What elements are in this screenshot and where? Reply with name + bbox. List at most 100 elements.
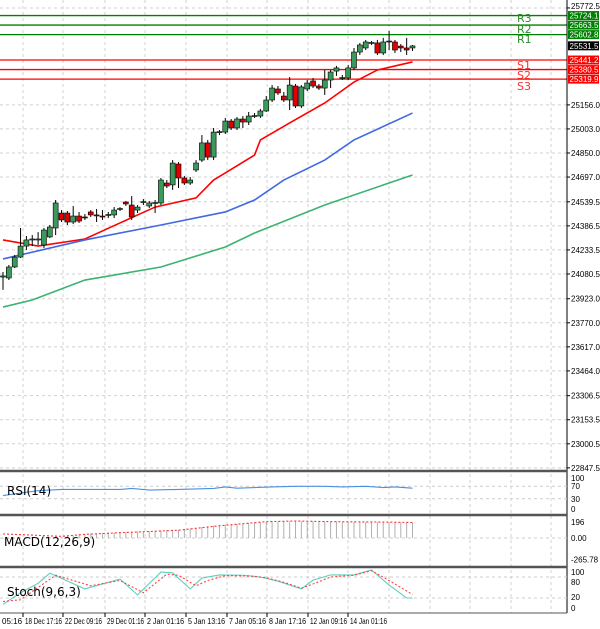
candle-up	[134, 206, 141, 211]
time-tick-label: 2 Jan 01:16	[147, 617, 184, 626]
candle-down	[64, 212, 71, 223]
candle-down	[87, 211, 94, 216]
time-tick-label: 29 Dec 01:16	[107, 617, 144, 626]
candle-up	[333, 67, 340, 72]
candle-up	[23, 239, 30, 247]
moving-average-line	[2, 61, 413, 247]
level-label-s3: S3	[517, 80, 531, 93]
candle-down	[204, 142, 211, 158]
candle-up	[257, 110, 264, 117]
stoch-tick-label: 80	[571, 578, 580, 587]
candle-down	[292, 85, 299, 107]
candle-up	[199, 142, 205, 161]
price-tick-label: 24233.5	[571, 246, 600, 255]
candle-down	[240, 118, 246, 123]
price-tick-label: 23770.0	[571, 319, 600, 328]
candle-up	[11, 256, 18, 268]
candle-down	[58, 212, 65, 221]
candle-down	[175, 163, 182, 179]
level-price-tag-text: 25602.8	[570, 31, 599, 40]
candle-up	[362, 41, 369, 49]
price-tick-label: 24539.5	[571, 198, 600, 207]
candle-up	[70, 215, 76, 223]
candle-down	[310, 80, 316, 87]
price-tick-label: 23464.0	[571, 367, 600, 376]
candle-up	[234, 118, 240, 129]
price-tick-label: 25156.0	[571, 101, 600, 110]
time-tick-label: 12 Jan 09:16	[310, 617, 347, 626]
price-tick-label: 23306.5	[571, 392, 600, 401]
stoch-label: Stoch(9,6,3)	[7, 585, 81, 599]
candle-up	[146, 202, 153, 207]
price-tick-label: 23923.0	[571, 295, 600, 304]
level-price-tag-text: 25724.1	[570, 12, 599, 21]
level-price-tag	[568, 65, 599, 75]
candle-down	[123, 201, 129, 205]
candle-down	[99, 215, 106, 218]
candle-up	[380, 41, 387, 54]
candle-up	[52, 202, 59, 229]
current-price-text: 25531.5	[570, 42, 599, 51]
rsi-tick-label: 70	[571, 482, 580, 491]
candle-up	[0, 275, 6, 278]
level-price-tag	[568, 30, 599, 40]
candle-down	[392, 41, 398, 51]
level-price-tag	[568, 55, 599, 65]
candle-up	[216, 131, 223, 133]
candle-up	[35, 238, 41, 241]
level-label-s1: S1	[517, 59, 531, 72]
candle-down	[397, 45, 404, 49]
candle-down	[164, 182, 170, 187]
candle-up	[251, 115, 258, 117]
candle-up	[158, 179, 164, 204]
level-price-tag	[568, 11, 599, 21]
candle-up	[351, 51, 357, 69]
macd-tick-label: 0.00	[571, 534, 587, 543]
level-price-tag-text: 25663.5	[570, 21, 599, 30]
candle-up	[286, 84, 293, 101]
level-price-tag-text: 25319.9	[570, 75, 599, 84]
candle-up	[263, 99, 270, 112]
level-label-r1: R1	[517, 33, 532, 46]
candle-down	[386, 40, 392, 43]
price-tick-label: 24850.0	[571, 149, 600, 158]
candle-down	[280, 95, 287, 101]
candle-up	[169, 162, 176, 186]
price-tick-label: 25772.5	[571, 2, 600, 11]
candle-up	[29, 238, 36, 241]
price-tick-label: 24080.5	[571, 270, 600, 279]
time-tick-label: 14 Jan 01:16	[350, 617, 387, 626]
candle-up	[140, 201, 147, 203]
level-label-r3: R3	[517, 12, 532, 25]
candle-up	[298, 86, 305, 107]
moving-average-line	[2, 174, 413, 308]
candle-down	[403, 47, 410, 51]
current-price-tag	[568, 41, 599, 51]
candle-up	[357, 44, 363, 53]
rsi-label: RSI(14)	[7, 484, 51, 498]
candle-up	[269, 87, 275, 101]
candle-up	[193, 162, 199, 171]
rsi-tick-label: 30	[571, 495, 580, 504]
rsi-tick-label: 100	[571, 474, 585, 483]
level-label-r2: R2	[517, 23, 532, 36]
candle-up	[339, 77, 346, 79]
macd-signal-line	[2, 520, 413, 537]
candle-up	[222, 120, 229, 133]
candle-up	[152, 202, 158, 204]
level-price-tag	[568, 74, 599, 84]
price-tick-label: 23000.5	[571, 440, 600, 449]
candle-up	[321, 79, 328, 89]
stoch-tick-label: 20	[571, 593, 580, 602]
macd-tick-label: -265.78	[571, 556, 599, 565]
level-price-tag	[568, 20, 599, 30]
candle-up	[327, 71, 334, 81]
price-tick-label: 25003.0	[571, 125, 600, 134]
price-tick-label: 23153.5	[571, 416, 600, 425]
stoch-tick-label: 0	[571, 604, 576, 613]
macd-label: MACD(12,26,9)	[4, 535, 95, 549]
rsi-tick-label: 0	[571, 505, 576, 514]
candle-up	[105, 214, 112, 216]
